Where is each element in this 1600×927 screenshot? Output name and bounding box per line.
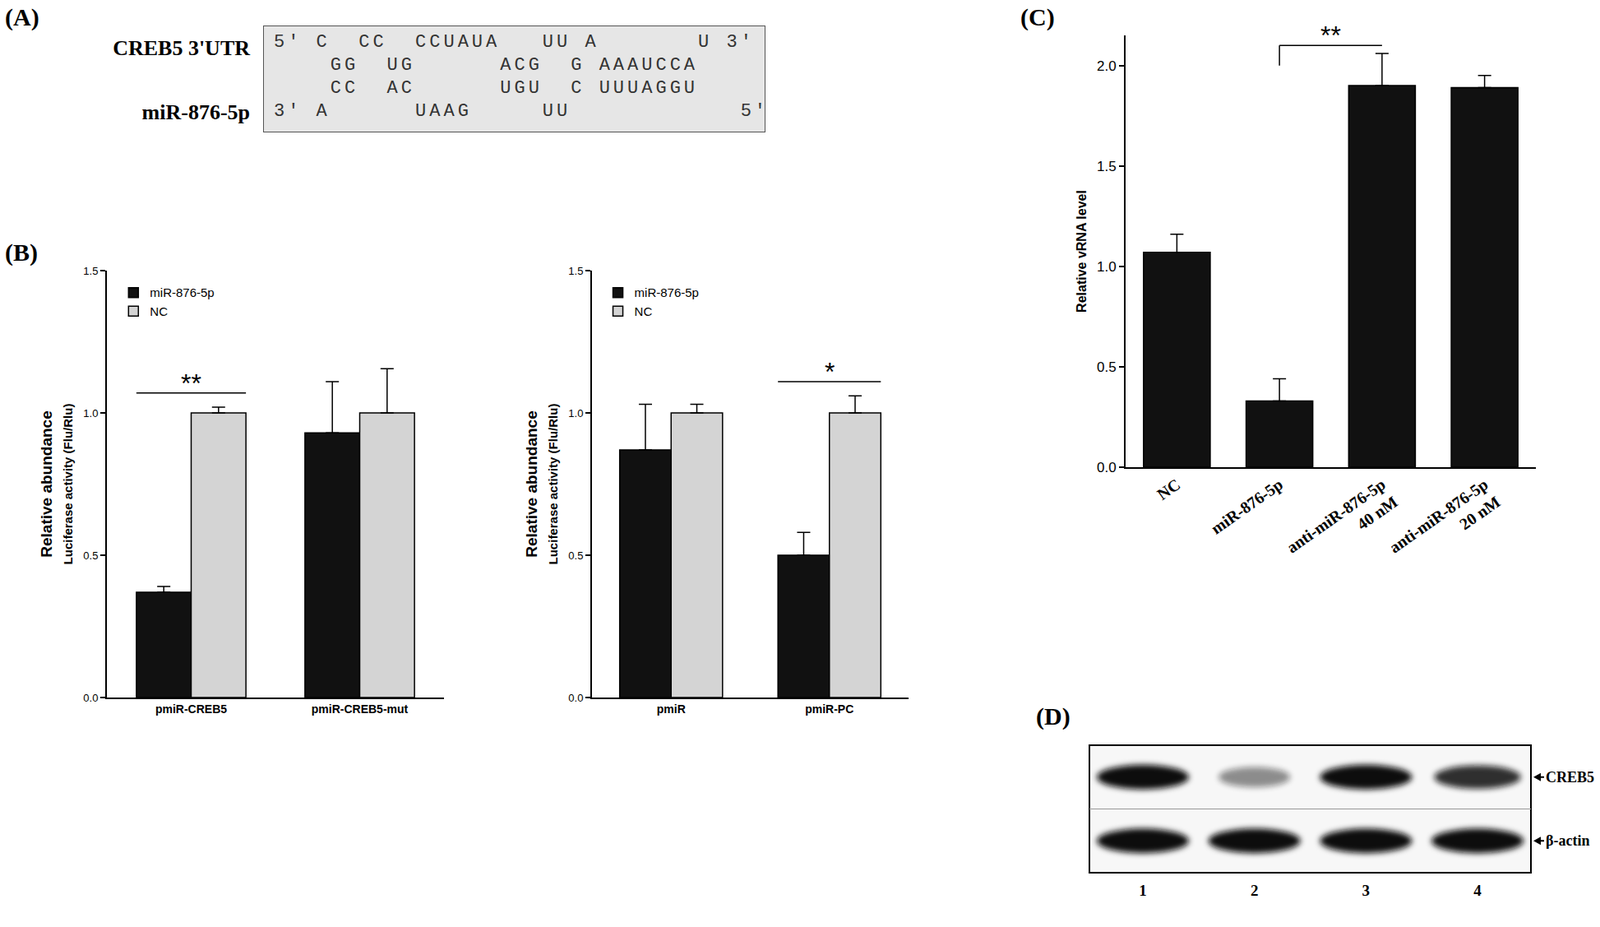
svg-text:**: **: [1320, 20, 1342, 51]
html-text:(C): (C): [1020, 3, 1055, 31]
svg-text:4: 4: [1473, 881, 1482, 899]
svg-text:Relative abundanceLuciferase a: Relative abundanceLuciferase activity (F…: [37, 403, 75, 565]
svg-text:NC: NC: [1153, 474, 1184, 504]
html-text:(A): (A): [4, 3, 40, 31]
svg-text:anti-miR-876-5p20 nM: anti-miR-876-5p20 nM: [1385, 474, 1503, 574]
svg-text:miR-876-5p: miR-876-5p: [1207, 474, 1287, 538]
svg-text:β-actin: β-actin: [1545, 832, 1590, 849]
svg-text:pmiR-CREB5-mut: pmiR-CREB5-mut: [311, 702, 409, 716]
svg-text:**: **: [180, 368, 202, 398]
svg-text:miR-876-5p: miR-876-5p: [149, 285, 214, 300]
html-text:5' C CC CCUAUA UU A U 3' GG UG: 5' C CC CCUAUA UU A U 3' GG UG ACG G AAA…: [273, 32, 769, 122]
svg-text:pmiR-CREB5: pmiR-CREB5: [155, 702, 227, 716]
svg-text:Relative vRNA level: Relative vRNA level: [1074, 189, 1089, 313]
html-text:miR-876-5p: miR-876-5p: [141, 100, 250, 125]
svg-text:0.0: 0.0: [83, 691, 98, 704]
html-text:CREB5 3'UTR: CREB5 3'UTR: [112, 36, 250, 61]
svg-text:0.5: 0.5: [568, 549, 583, 562]
html-text:(B): (B): [4, 238, 38, 266]
svg-text:miR-876-5p: miR-876-5p: [634, 285, 699, 300]
svg-text:1.5: 1.5: [1096, 158, 1117, 175]
svg-text:anti-miR-876-5p40 nM: anti-miR-876-5p40 nM: [1283, 474, 1402, 574]
svg-text:pmiR-PC: pmiR-PC: [804, 702, 854, 716]
svg-text:1.5: 1.5: [83, 264, 98, 278]
svg-text:0.5: 0.5: [1096, 359, 1117, 375]
svg-text:NC: NC: [634, 304, 653, 319]
svg-text:1.0: 1.0: [1096, 258, 1117, 275]
svg-text:1.5: 1.5: [568, 264, 583, 278]
svg-text:2: 2: [1250, 881, 1259, 899]
html-text:(D): (D): [1035, 702, 1071, 730]
svg-text:3: 3: [1362, 881, 1371, 899]
svg-text:NC: NC: [149, 304, 168, 319]
svg-text:CREB5: CREB5: [1545, 768, 1595, 786]
svg-text:2.0: 2.0: [1096, 58, 1117, 74]
svg-text:0.5: 0.5: [83, 549, 98, 562]
svg-text:1: 1: [1138, 881, 1147, 899]
svg-text:1.0: 1.0: [568, 406, 583, 420]
svg-text:*: *: [824, 356, 835, 387]
svg-text:1.0: 1.0: [83, 406, 98, 420]
svg-text:Relative abundanceLuciferase a: Relative abundanceLuciferase activity (F…: [522, 403, 560, 565]
svg-text:pmiR: pmiR: [656, 702, 686, 716]
svg-text:0.0: 0.0: [568, 691, 583, 704]
svg-text:0.0: 0.0: [1096, 459, 1117, 476]
